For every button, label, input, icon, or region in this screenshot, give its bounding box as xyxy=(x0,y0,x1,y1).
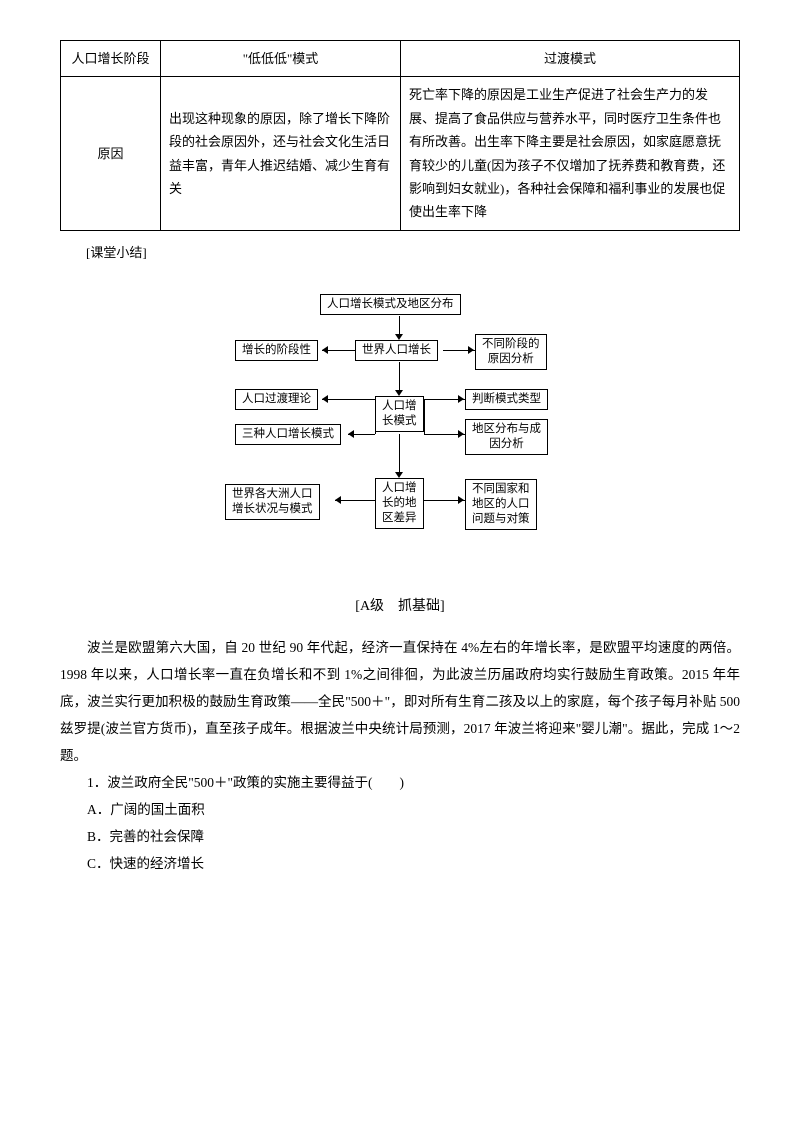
table-row-label: 原因 xyxy=(61,77,161,230)
node-l2-right: 不同阶段的 原因分析 xyxy=(475,334,547,370)
node-l3-a: 人口过渡理论 xyxy=(235,389,318,410)
question-1: 1．波兰政府全民"500＋"政策的实施主要得益于( ) xyxy=(60,769,740,796)
table-header-low: "低低低"模式 xyxy=(161,41,401,77)
node-l4-left: 世界各大洲人口 增长状况与模式 xyxy=(225,484,320,520)
option-c: C．快速的经济增长 xyxy=(60,850,740,877)
node-l2-left: 增长的阶段性 xyxy=(235,340,318,361)
node-l3-b: 三种人口增长模式 xyxy=(235,424,341,445)
node-root: 人口增长模式及地区分布 xyxy=(320,294,461,315)
node-l2-mid: 世界人口增长 xyxy=(355,340,438,361)
node-l4-right: 不同国家和 地区的人口 问题与对策 xyxy=(465,479,537,530)
table-cell-transition: 死亡率下降的原因是工业生产促进了社会生产力的发展、提高了食品供应与营养水平，同时… xyxy=(401,77,740,230)
section-header: [A级 抓基础] xyxy=(60,594,740,619)
concept-diagram: 人口增长模式及地区分布 增长的阶段性 世界人口增长 不同阶段的 原因分析 人口过… xyxy=(60,294,740,554)
node-l3-r1: 判断模式类型 xyxy=(465,389,548,410)
option-b: B．完善的社会保障 xyxy=(60,823,740,850)
option-a: A．广阔的国土面积 xyxy=(60,796,740,823)
node-l3-r2: 地区分布与成 因分析 xyxy=(465,419,548,455)
passage-text: 波兰是欧盟第六大国，自 20 世纪 90 年代起，经济一直保持在 4%左右的年增… xyxy=(60,634,740,769)
table-cell-low: 出现这种现象的原因，除了增长下降阶段的社会原因外，还与社会文化生活日益丰富，青年… xyxy=(161,77,401,230)
table-header-stage: 人口增长阶段 xyxy=(61,41,161,77)
population-stage-table: 人口增长阶段 "低低低"模式 过渡模式 原因 出现这种现象的原因，除了增长下降阶… xyxy=(60,40,740,231)
node-l4-mid: 人口增 长的地 区差异 xyxy=(375,478,424,529)
table-header-transition: 过渡模式 xyxy=(401,41,740,77)
summary-label: [课堂小结] xyxy=(60,241,740,264)
node-l3-mid: 人口增 长模式 xyxy=(375,396,424,432)
